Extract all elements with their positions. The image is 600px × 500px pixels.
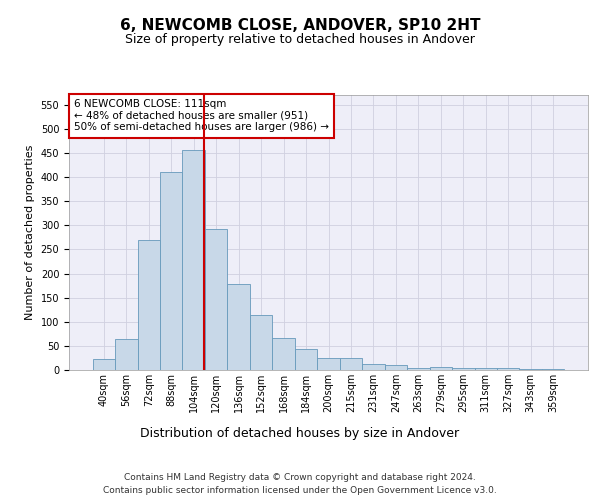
Bar bbox=[542, 369, 565, 370]
Bar bbox=[497, 368, 520, 370]
Y-axis label: Number of detached properties: Number of detached properties bbox=[25, 145, 35, 320]
Bar bbox=[340, 358, 362, 370]
Text: Distribution of detached houses by size in Andover: Distribution of detached houses by size … bbox=[140, 428, 460, 440]
Bar bbox=[205, 228, 227, 370]
Text: Contains public sector information licensed under the Open Government Licence v3: Contains public sector information licen… bbox=[103, 486, 497, 495]
Bar bbox=[182, 150, 205, 370]
Bar bbox=[295, 350, 317, 370]
Bar bbox=[407, 368, 430, 370]
Bar bbox=[452, 368, 475, 370]
Text: 6, NEWCOMB CLOSE, ANDOVER, SP10 2HT: 6, NEWCOMB CLOSE, ANDOVER, SP10 2HT bbox=[120, 18, 480, 32]
Bar bbox=[250, 316, 272, 370]
Bar bbox=[92, 360, 115, 370]
Bar bbox=[227, 284, 250, 370]
Bar bbox=[160, 172, 182, 370]
Text: Contains HM Land Registry data © Crown copyright and database right 2024.: Contains HM Land Registry data © Crown c… bbox=[124, 472, 476, 482]
Bar bbox=[272, 338, 295, 370]
Bar bbox=[115, 338, 137, 370]
Bar bbox=[362, 364, 385, 370]
Bar bbox=[430, 367, 452, 370]
Bar bbox=[317, 358, 340, 370]
Text: Size of property relative to detached houses in Andover: Size of property relative to detached ho… bbox=[125, 32, 475, 46]
Bar bbox=[520, 368, 542, 370]
Bar bbox=[385, 365, 407, 370]
Bar bbox=[475, 368, 497, 370]
Text: 6 NEWCOMB CLOSE: 111sqm
← 48% of detached houses are smaller (951)
50% of semi-d: 6 NEWCOMB CLOSE: 111sqm ← 48% of detache… bbox=[74, 99, 329, 132]
Bar bbox=[137, 240, 160, 370]
